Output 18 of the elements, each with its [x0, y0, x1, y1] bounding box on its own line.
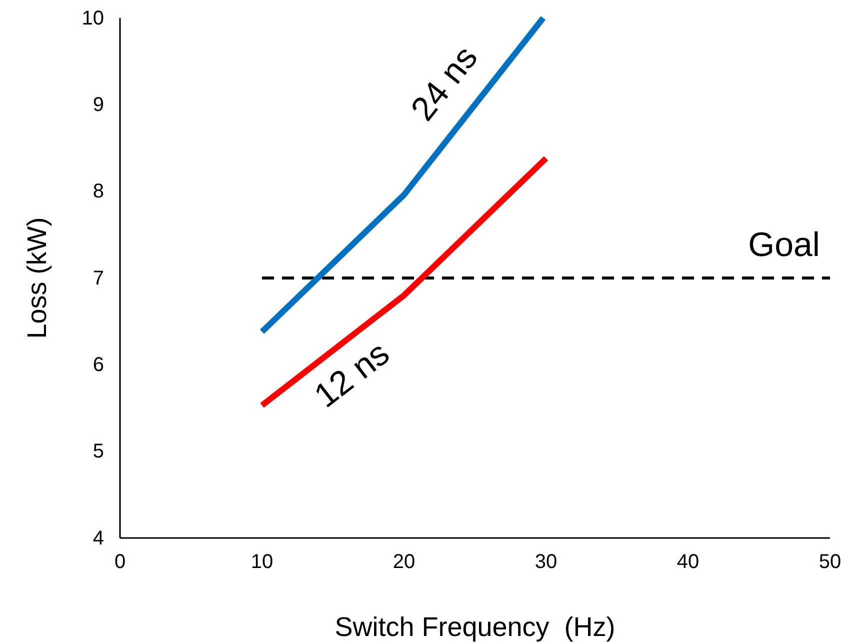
- text: 12 ns: [307, 334, 397, 416]
- y-tick-label: 9: [92, 94, 104, 116]
- x-tick-label: 10: [250, 551, 274, 574]
- text: 24 ns: [404, 39, 486, 128]
- y-axis-title: Loss (kW): [22, 217, 52, 339]
- y-tick-label: 10: [82, 7, 104, 30]
- x-tick-label: 20: [392, 551, 416, 574]
- x-tick-label: 40: [676, 551, 700, 574]
- ref-line-label: Goal: [748, 226, 820, 264]
- y-tick-label: 8: [92, 180, 104, 203]
- y-tick-label: 5: [92, 440, 104, 463]
- x-tick-label: 50: [818, 551, 842, 574]
- y-tick-label: 6: [92, 354, 104, 376]
- x-axis-title: Switch Frequency (Hz): [334, 612, 616, 642]
- x-tick-label: 30: [534, 551, 558, 574]
- y-tick-label: 4: [92, 527, 104, 550]
- y-tick-label: 7: [92, 267, 104, 290]
- x-tick-label: 0: [114, 551, 126, 574]
